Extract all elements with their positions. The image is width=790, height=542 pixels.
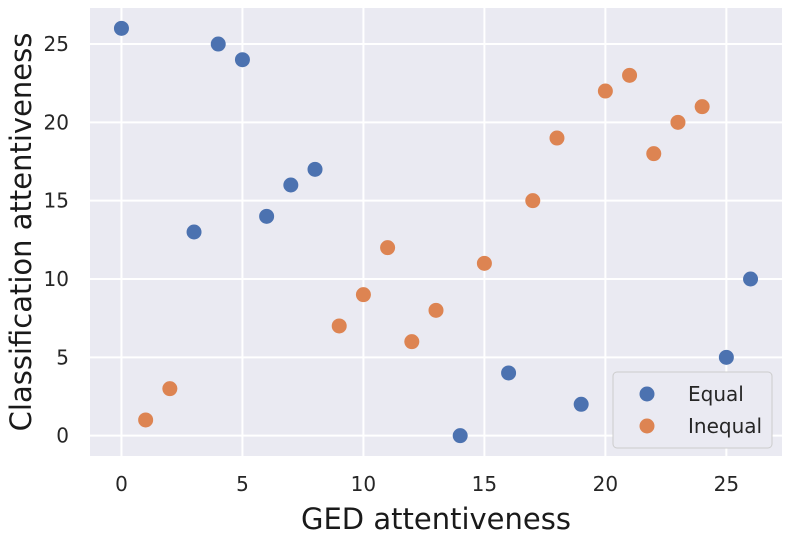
data-point-equal: [743, 271, 759, 287]
data-point-inequal: [428, 302, 444, 318]
data-point-inequal: [404, 334, 420, 350]
x-tick-label: 0: [115, 472, 128, 496]
y-tick-label: 5: [56, 345, 69, 369]
data-point-equal: [283, 177, 299, 193]
data-point-equal: [210, 36, 226, 52]
x-axis-label: GED attentiveness: [301, 502, 571, 536]
x-tick-label: 10: [351, 472, 376, 496]
data-point-equal: [186, 224, 202, 240]
x-tick-label: 25: [714, 472, 739, 496]
data-point-inequal: [646, 146, 662, 162]
y-axis-label: Classification attentiveness: [4, 33, 38, 432]
data-point-inequal: [355, 287, 371, 303]
data-point-equal: [718, 349, 734, 365]
legend-label-equal: Equal: [688, 382, 744, 406]
y-tick-label: 25: [44, 32, 69, 56]
legend-marker-inequal: [639, 418, 655, 434]
data-point-inequal: [622, 67, 638, 83]
x-tick-label: 15: [472, 472, 497, 496]
x-tick-labels: 0 5 10 15 20 25: [115, 472, 739, 496]
data-point-equal: [259, 208, 275, 224]
data-point-inequal: [525, 193, 541, 209]
data-point-inequal: [162, 381, 178, 397]
legend: Equal Inequal: [612, 371, 773, 449]
y-tick-label: 0: [56, 424, 69, 448]
data-point-equal: [307, 161, 323, 177]
data-point-inequal: [331, 318, 347, 334]
y-tick-labels: 0 5 10 15 20 25: [44, 32, 69, 448]
legend-label-inequal: Inequal: [688, 414, 762, 438]
data-point-inequal: [138, 412, 154, 428]
data-point-equal: [113, 20, 129, 36]
x-tick-label: 20: [593, 472, 618, 496]
data-point-equal: [452, 428, 468, 444]
data-point-equal: [573, 396, 589, 412]
data-points: [113, 20, 759, 444]
data-point-inequal: [597, 83, 613, 99]
x-tick-label: 5: [236, 472, 249, 496]
y-tick-label: 10: [44, 267, 69, 291]
data-point-inequal: [380, 240, 396, 256]
grid-lines: [90, 8, 782, 456]
y-tick-label: 15: [44, 189, 69, 213]
legend-marker-equal: [639, 386, 655, 402]
data-point-inequal: [549, 130, 565, 146]
y-tick-label: 20: [44, 110, 69, 134]
data-point-inequal: [476, 255, 492, 271]
data-point-inequal: [670, 114, 686, 130]
data-point-equal: [234, 52, 250, 68]
data-point-equal: [501, 365, 517, 381]
data-point-inequal: [694, 99, 710, 115]
